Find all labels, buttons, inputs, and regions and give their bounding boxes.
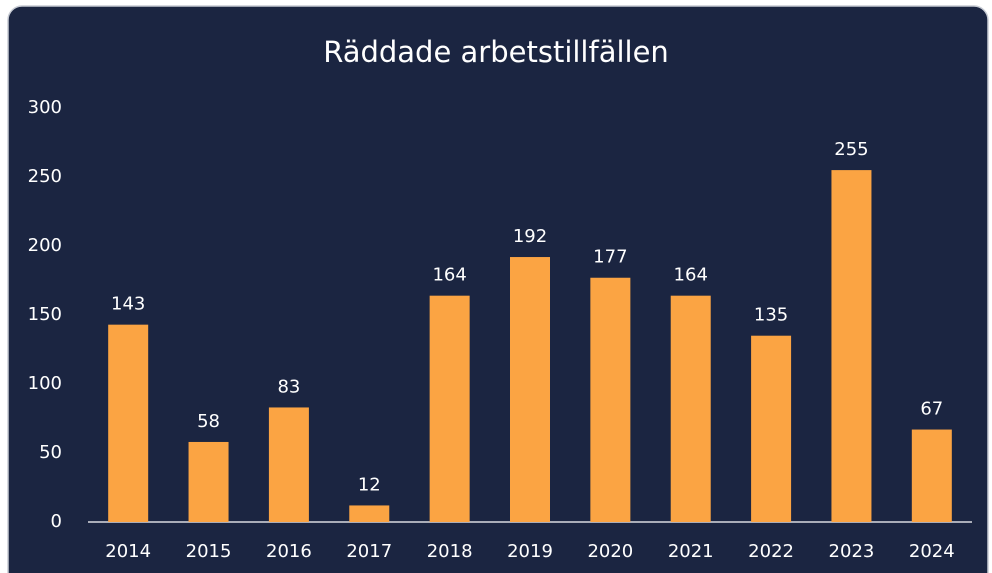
x-tick-label: 2023 xyxy=(829,541,875,562)
x-tick-label: 2019 xyxy=(507,541,553,562)
data-label: 143 xyxy=(111,294,145,315)
x-tick-label: 2017 xyxy=(346,541,392,562)
bar xyxy=(751,335,792,522)
data-label: 255 xyxy=(834,139,868,160)
bar xyxy=(268,407,309,522)
data-label: 164 xyxy=(432,265,466,286)
bar xyxy=(590,277,631,522)
y-tick-label: 250 xyxy=(28,166,62,187)
chart-title: Räddade arbetstillfällen xyxy=(323,35,669,69)
x-tick-label: 2015 xyxy=(186,541,232,562)
bar xyxy=(831,170,872,522)
x-tick-label: 2022 xyxy=(748,541,794,562)
x-tick-label: 2018 xyxy=(427,541,473,562)
chart-panel xyxy=(7,5,989,573)
data-label: 135 xyxy=(754,305,788,326)
data-label: 12 xyxy=(358,474,381,495)
bar xyxy=(670,295,711,522)
x-tick-label: 2020 xyxy=(587,541,633,562)
data-label: 58 xyxy=(197,411,220,432)
bar xyxy=(188,441,229,522)
bar xyxy=(510,257,550,522)
bar xyxy=(429,295,470,522)
y-tick-label: 150 xyxy=(28,304,62,325)
x-tick-label: 2014 xyxy=(105,541,151,562)
data-label: 164 xyxy=(674,265,708,286)
bar xyxy=(911,429,952,522)
data-label: 192 xyxy=(513,226,547,247)
x-tick-label: 2024 xyxy=(909,541,955,562)
y-tick-label: 100 xyxy=(28,373,62,394)
data-label: 67 xyxy=(920,399,943,420)
y-tick-label: 200 xyxy=(28,235,62,256)
bar xyxy=(108,324,149,522)
x-tick-label: 2016 xyxy=(266,541,312,562)
y-tick-label: 300 xyxy=(28,97,62,118)
y-tick-label: 0 xyxy=(51,511,62,532)
data-label: 177 xyxy=(593,247,627,268)
y-tick-label: 50 xyxy=(39,442,62,463)
data-label: 83 xyxy=(277,376,300,397)
x-tick-label: 2021 xyxy=(668,541,714,562)
bar xyxy=(349,505,390,522)
